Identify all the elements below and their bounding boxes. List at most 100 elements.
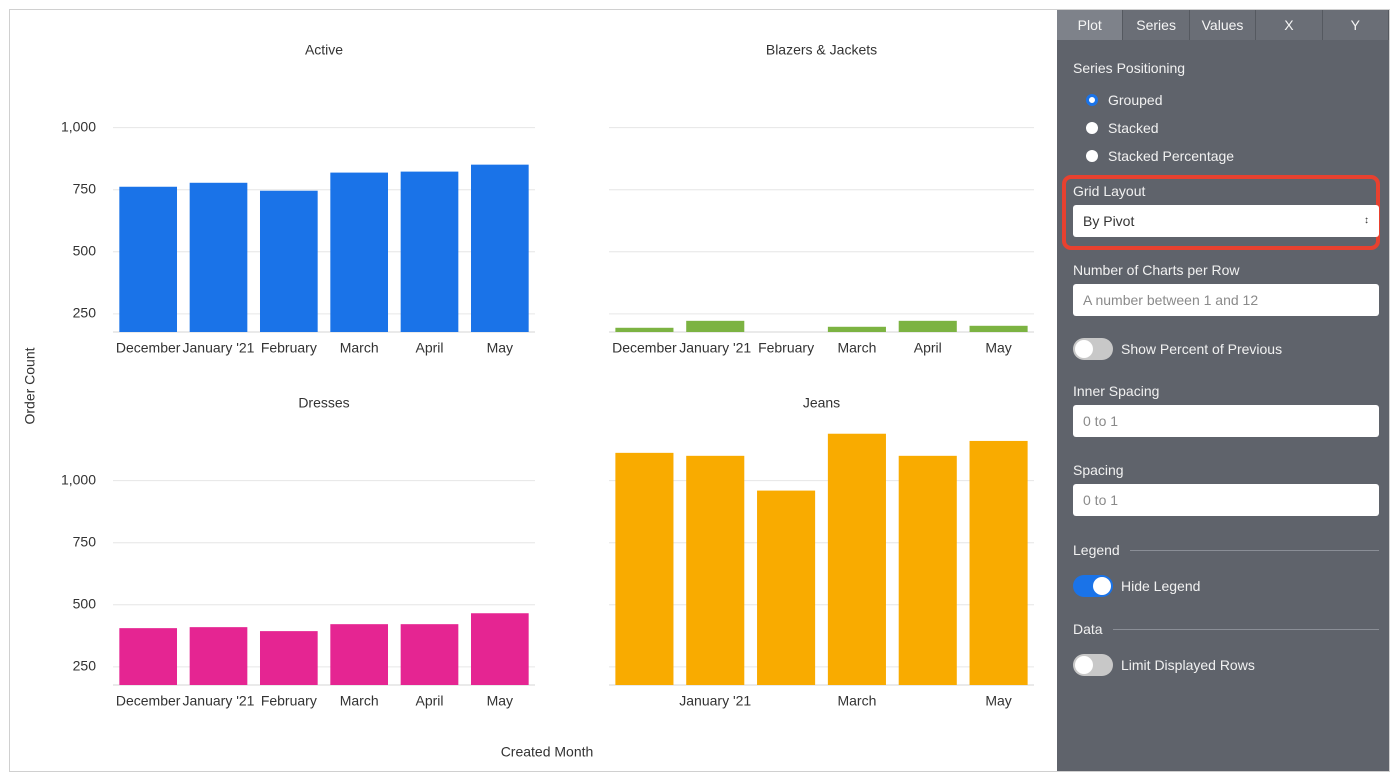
y-tick-label: 750	[73, 533, 97, 549]
bar	[189, 182, 248, 332]
x-tick-label: February	[261, 340, 317, 356]
x-tick-label: April	[415, 693, 443, 709]
bar	[259, 631, 318, 685]
bar	[757, 490, 816, 685]
x-tick-label: May	[985, 693, 1011, 709]
chart-title: Jeans	[803, 395, 840, 411]
charts-area: Order Count Created Month Active 250 500 75…	[22, 42, 1034, 760]
bar	[330, 624, 389, 685]
y-tick-label: 250	[73, 305, 97, 321]
radio-option[interactable]: Stacked	[1086, 120, 1159, 136]
x-tick-label: March	[837, 340, 876, 356]
bar	[470, 613, 529, 685]
bar	[400, 624, 459, 685]
bar	[615, 452, 674, 685]
select[interactable]: By Pivot ↕	[1073, 205, 1379, 237]
bar	[898, 455, 957, 685]
chart-title: Active	[305, 42, 343, 58]
screenshot: Order Count Created Month Active 250 500 75…	[9, 9, 1390, 772]
chart-title: Dresses	[298, 395, 349, 411]
radio-label: Grouped	[1108, 92, 1163, 108]
section-label: Spacing	[1073, 462, 1124, 478]
tab[interactable]: Y	[1323, 10, 1389, 40]
radio[interactable]	[1086, 122, 1098, 134]
x-tick-label: May	[487, 693, 513, 709]
x-tick-label: March	[837, 693, 876, 709]
y-tick-label: 750	[73, 180, 97, 196]
bar	[119, 628, 178, 685]
tab[interactable]: Values	[1190, 10, 1257, 40]
x-tick-label: February	[261, 693, 317, 709]
bar	[119, 186, 178, 332]
y-tick-label: 1,000	[61, 471, 96, 487]
tab[interactable]: Series	[1123, 10, 1190, 40]
bar	[470, 164, 529, 332]
bar	[827, 326, 886, 332]
toggle-label: Show Percent of Previous	[1121, 341, 1283, 357]
section-header: Legend	[1073, 542, 1379, 558]
x-tick-label: April	[415, 340, 443, 356]
bar	[969, 440, 1028, 685]
radio[interactable]	[1086, 94, 1098, 106]
x-tick-label: February	[758, 340, 814, 356]
section-label: Number of Charts per Row	[1073, 262, 1240, 278]
bar	[400, 171, 459, 332]
text-input[interactable]: 0 to 1	[1073, 484, 1379, 516]
x-tick-label: May	[487, 340, 513, 356]
header-text: Legend	[1073, 542, 1120, 558]
x-tick-label: December	[612, 340, 677, 356]
chart-title: Blazers & Jackets	[766, 42, 877, 58]
select-arrow: ↕	[1364, 215, 1369, 226]
bar	[686, 455, 745, 685]
section-label: Inner Spacing	[1073, 383, 1160, 399]
x-tick-label: March	[340, 693, 379, 709]
settings-panel: Plot Series Values X Y Series Positionin…	[1057, 10, 1389, 771]
y-tick-label: 1,000	[61, 118, 96, 134]
toggle-row[interactable]: Hide Legend	[1073, 575, 1200, 597]
section-label: Series Positioning	[1073, 60, 1186, 76]
text-input[interactable]: 0 to 1	[1073, 405, 1379, 437]
bar	[330, 172, 389, 332]
x-axis-label: Created Month	[501, 744, 594, 760]
x-tick-label: January '21	[183, 693, 255, 709]
radio-label: Stacked Percentage	[1108, 148, 1235, 164]
x-tick-label: December	[116, 693, 181, 709]
radio-option[interactable]: Grouped	[1086, 92, 1162, 108]
radio[interactable]	[1086, 150, 1098, 162]
y-tick-label: 500	[73, 243, 97, 259]
header-text: Data	[1073, 621, 1103, 637]
x-tick-label: April	[914, 340, 942, 356]
x-tick-label: March	[340, 340, 379, 356]
y-tick-label: 250	[73, 658, 97, 674]
toggle[interactable]	[1073, 338, 1113, 360]
y-axis-label: Order Count	[22, 347, 38, 424]
toggle[interactable]	[1073, 654, 1113, 676]
bar	[259, 190, 318, 332]
x-tick-label: December	[116, 340, 181, 356]
x-tick-label: January '21	[183, 340, 255, 356]
bar	[615, 327, 674, 332]
toggle[interactable]	[1073, 575, 1113, 597]
bar	[969, 325, 1028, 332]
tab-bar: Plot Series Values X Y	[1057, 10, 1389, 40]
bar	[189, 627, 248, 685]
text-input[interactable]: A number between 1 and 12	[1073, 284, 1379, 316]
bar	[686, 320, 745, 332]
bar	[827, 433, 886, 685]
toggle-row[interactable]: Show Percent of Previous	[1073, 338, 1282, 360]
x-tick-label: January '21	[679, 693, 751, 709]
section-label: Grid Layout	[1073, 183, 1146, 199]
bar	[898, 320, 957, 332]
section-header: Data	[1073, 621, 1379, 637]
toggle-label: Hide Legend	[1121, 578, 1201, 594]
radio-option[interactable]: Stacked Percentage	[1086, 148, 1234, 164]
x-tick-label: January '21	[679, 340, 751, 356]
toggle-row[interactable]: Limit Displayed Rows	[1073, 654, 1255, 676]
select-value: By Pivot	[1083, 213, 1135, 229]
y-tick-label: 500	[73, 596, 97, 612]
tab[interactable]: Plot	[1057, 10, 1124, 40]
radio-label: Stacked	[1108, 120, 1159, 136]
x-tick-label: May	[985, 340, 1011, 356]
tab[interactable]: X	[1256, 10, 1323, 40]
